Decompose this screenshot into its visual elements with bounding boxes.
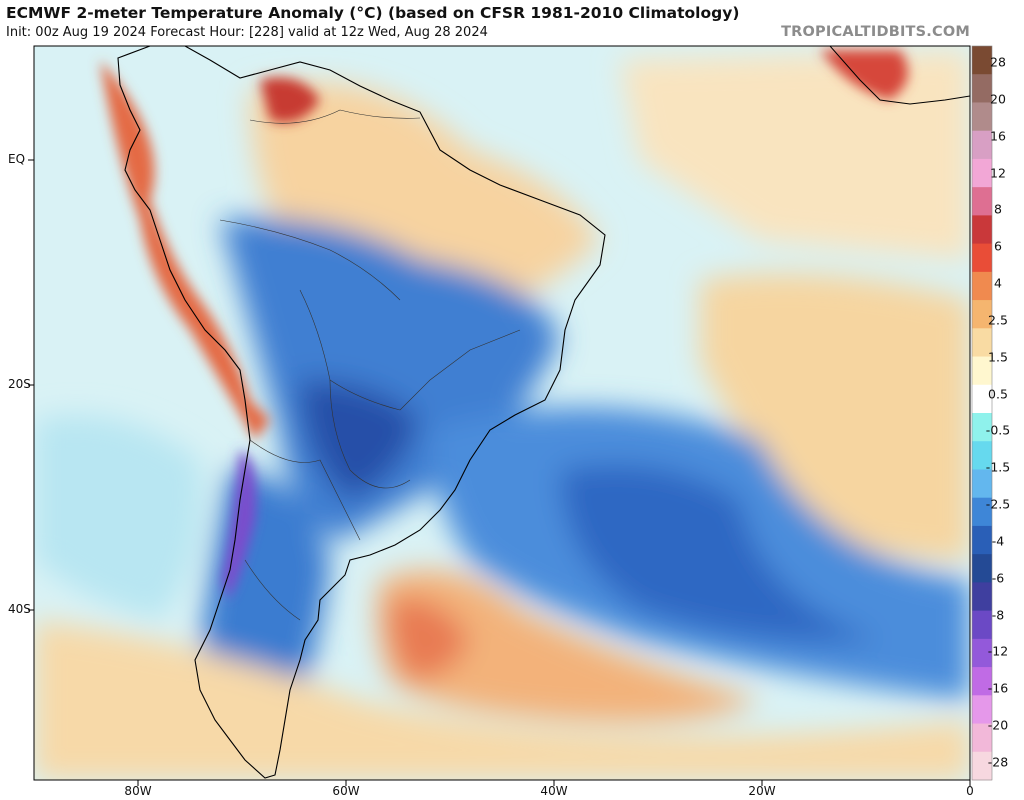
lat-tick-label: 20S: [8, 377, 31, 391]
colorbar-swatch: [972, 638, 992, 668]
colorbar: [971, 45, 993, 781]
anomaly-andes-warm: [100, 60, 270, 440]
lat-tick-label: 40S: [8, 602, 31, 616]
colorbar-swatch: [972, 384, 992, 414]
anomaly-strong-cool-interior: [300, 380, 420, 500]
anomaly-warm-ne-atlantic: [620, 50, 970, 260]
colorbar-swatch: [972, 723, 992, 753]
colorbar-swatch: [972, 554, 992, 583]
anomaly-warm-e-atlantic: [700, 273, 970, 560]
lon-tick-marks: [137, 780, 971, 786]
colorbar-level-label: -4: [991, 533, 1005, 549]
colorbar-level-label: 4: [994, 275, 1002, 291]
anomaly-pacific-cool: [34, 415, 202, 620]
lat-tick-marks: [28, 159, 34, 611]
colorbar-level-label: 20: [990, 91, 1006, 107]
lon-tick-label: 0: [966, 784, 974, 798]
colorbar-level-label: -2.5: [985, 496, 1011, 512]
colorbar-frame: [971, 45, 993, 781]
colorbar-level-label: -1.5: [985, 459, 1011, 475]
chart-subtitle: Init: 00z Aug 19 2024 Forecast Hour: [22…: [6, 25, 488, 40]
lon-tick-label: 20W: [748, 784, 776, 798]
anomaly-andes-cold: [222, 450, 256, 600]
colorbar-swatch: [972, 441, 992, 470]
country-borders: [219, 109, 521, 621]
colorbar-swatch: [972, 271, 992, 301]
colorbar-swatch: [972, 582, 992, 612]
anomaly-warm-off-argentina: [376, 570, 760, 723]
colorbar-level-label: 0.5: [988, 386, 1008, 402]
anomaly-strong-cool-south-atlantic: [560, 464, 880, 642]
colorbar-swatch: [972, 469, 992, 499]
colorbar-level-label: 16: [990, 128, 1006, 144]
map-frame: [33, 45, 971, 781]
colorbar-level-label: 8: [994, 201, 1002, 217]
colorbar-level-label: 6: [994, 238, 1002, 254]
colorbar-swatch: [972, 497, 992, 527]
colorbar-swatch: [972, 610, 992, 640]
lon-tick-label: 80W: [124, 784, 152, 798]
anomaly-venezuela-hot: [260, 77, 320, 123]
colorbar-swatch: [972, 300, 992, 329]
colorbar-level-label: -6: [991, 570, 1005, 586]
colorbar-swatch: [972, 74, 992, 103]
anomaly-strong-warm-off-argentina: [389, 598, 470, 680]
chart-title: ECMWF 2-meter Temperature Anomaly (°C) (…: [6, 4, 740, 22]
colorbar-level-label: 28: [990, 54, 1006, 70]
colorbar-level-label: -12: [987, 643, 1009, 659]
colorbar-level-label: -0.5: [985, 422, 1011, 438]
coastline-south-america: [117, 46, 606, 779]
lon-tick-label: 60W: [332, 784, 360, 798]
colorbar-swatch: [972, 215, 992, 245]
colorbar-level-label: -20: [987, 717, 1009, 733]
colorbar-level-label: 12: [990, 165, 1006, 181]
anomaly-warm-southern-band: [34, 620, 970, 780]
colorbar-swatch: [972, 187, 992, 216]
colorbar-level-label: 2.5: [988, 312, 1008, 328]
colorbar-swatch: [972, 328, 992, 358]
colorbar-swatch: [972, 130, 992, 160]
coastline-africa: [829, 46, 970, 105]
colorbar-swatch: [972, 751, 992, 781]
colorbar-swatch: [972, 525, 992, 555]
colorbar-swatch: [972, 158, 992, 188]
colorbar-swatch: [972, 102, 992, 132]
anomaly-cool-interior: [220, 218, 560, 541]
colorbar-swatch: [972, 413, 992, 442]
colorbar-level-label: -8: [991, 607, 1005, 623]
site-brand[interactable]: TROPICALTIDBITS.COM: [781, 24, 970, 40]
colorbar-swatch: [972, 356, 992, 386]
colorbar-level-label: 1.5: [988, 349, 1008, 365]
colorbar-swatch: [972, 46, 992, 75]
colorbar-level-label: -16: [987, 680, 1009, 696]
colorbar-swatch: [972, 667, 992, 696]
lon-tick-label: 40W: [540, 784, 568, 798]
anomaly-africa-hot: [820, 50, 908, 100]
colorbar-swatch: [972, 695, 992, 725]
colorbar-swatch: [972, 243, 992, 273]
lat-tick-label: EQ: [8, 152, 26, 166]
colorbar-level-label: -28: [987, 754, 1009, 770]
